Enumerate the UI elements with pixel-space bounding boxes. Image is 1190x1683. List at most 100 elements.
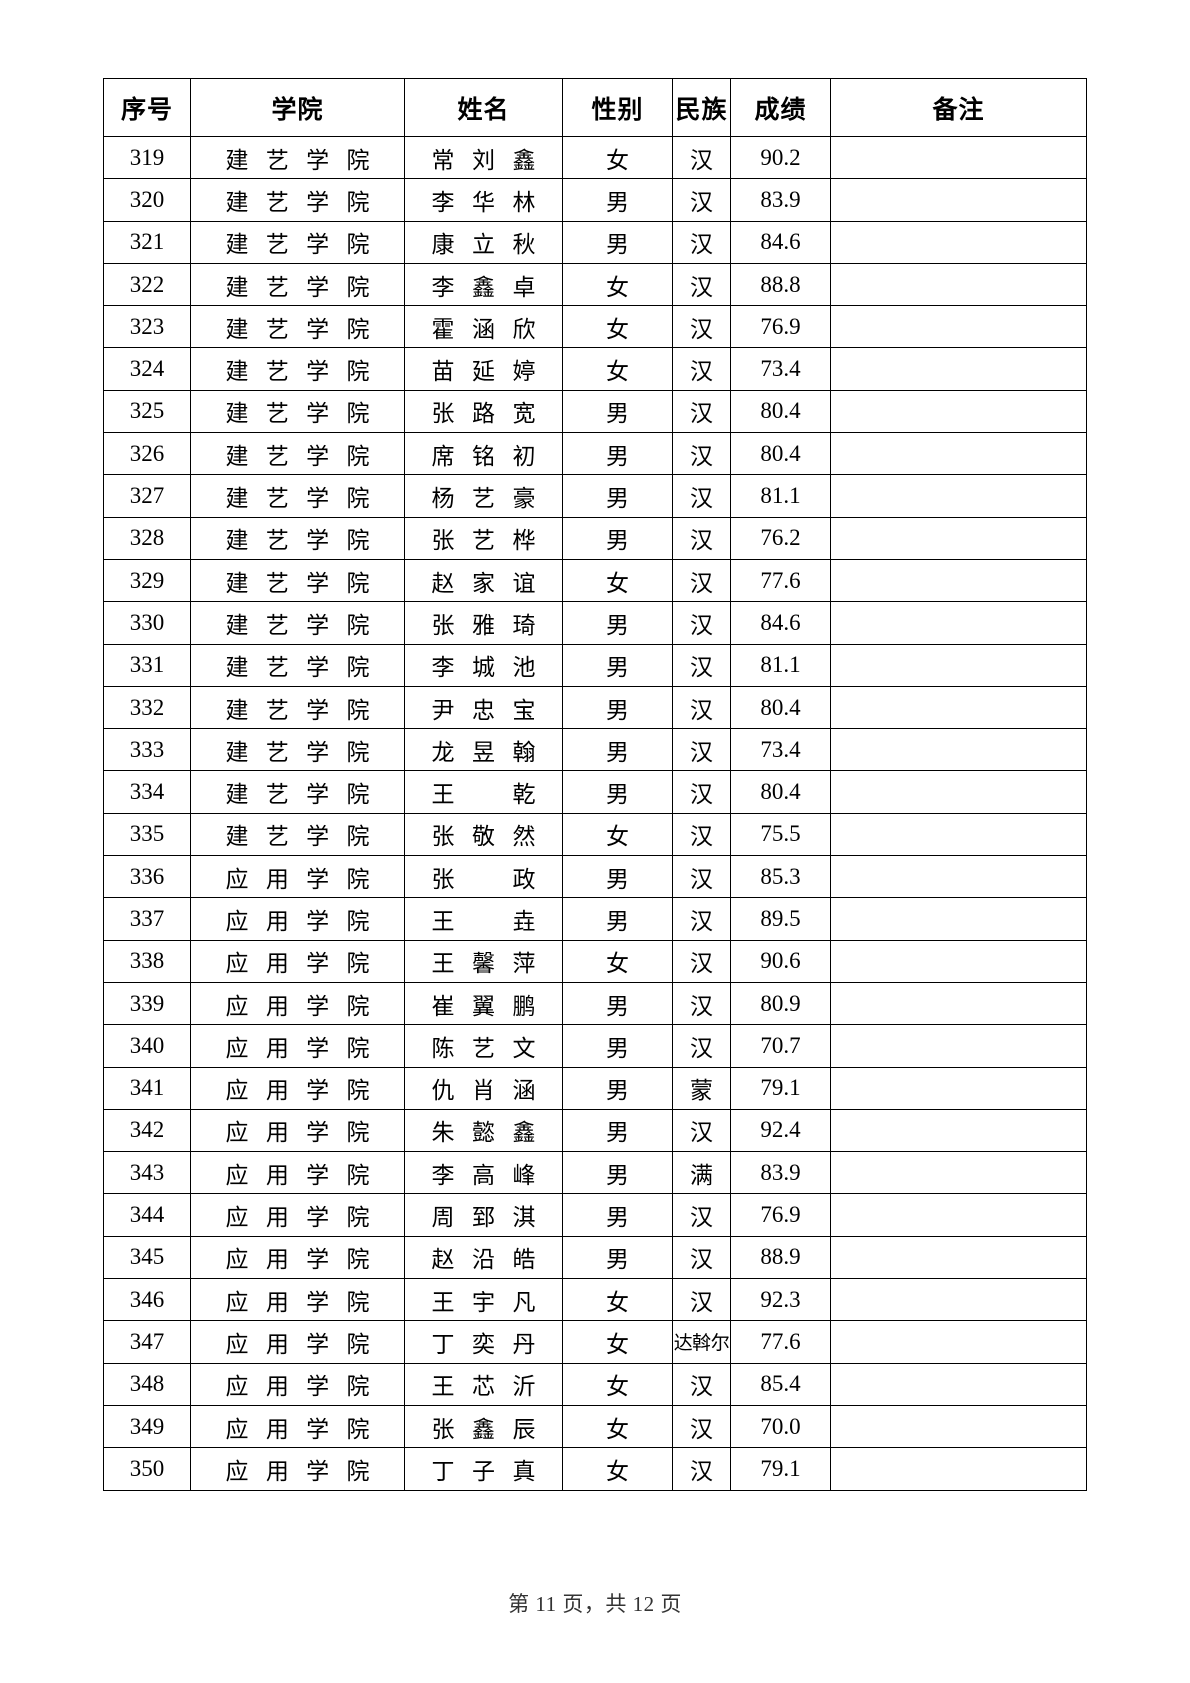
cell-ethnic: 蒙: [672, 1066, 731, 1110]
cell-college: 应用学院: [190, 981, 405, 1026]
cell-college-text: 建艺学院: [225, 570, 370, 596]
cell-college-text: 应用学院: [225, 951, 370, 977]
cell-name: 张鑫辰: [404, 1404, 563, 1449]
table-header: 序号 学院 姓名 性别 民族 成绩 备注: [103, 78, 1087, 137]
cell-name: 朱懿鑫: [404, 1108, 563, 1153]
cell-college-text: 应用学院: [225, 866, 370, 892]
cell-ethnic: 汉: [672, 432, 731, 476]
cell-college: 应用学院: [190, 1362, 405, 1406]
cell-gender: 男: [562, 1066, 673, 1110]
cell-gender: 女: [562, 939, 673, 983]
cell-ethnic: 汉: [672, 1404, 731, 1449]
cell-name-text: 张艺桦: [431, 528, 536, 554]
cell-score: 84.6: [730, 220, 831, 264]
cell-college-text: 应用学院: [225, 1120, 370, 1146]
cell-remark: [830, 1447, 1087, 1491]
cell-remark: [830, 1151, 1087, 1195]
cell-name: 李高峰: [404, 1151, 563, 1195]
cell-college: 建艺学院: [190, 770, 405, 814]
cell-college: 建艺学院: [190, 347, 405, 391]
cell-college-text: 建艺学院: [225, 782, 370, 808]
cell-remark: [830, 305, 1087, 349]
cell-name: 李城池: [404, 643, 563, 687]
table-row: 349 应用学院 张鑫辰女汉 70.0: [103, 1404, 1087, 1449]
cell-college: 建艺学院: [190, 558, 405, 603]
cell-college-text: 应用学院: [225, 1205, 370, 1231]
cell-college: 建艺学院: [190, 305, 405, 349]
cell-ethnic: 汉: [672, 1108, 731, 1153]
cell-name: 王垚: [404, 897, 563, 941]
cell-score: 85.4: [730, 1362, 831, 1406]
cell-score: 76.9: [730, 305, 831, 349]
cell-name-text: 尹忠宝: [431, 697, 536, 723]
table-row: 337 应用学院 王垚男汉 89.5: [103, 897, 1087, 941]
cell-name: 丁子真: [404, 1447, 563, 1491]
cell-score: 81.1: [730, 643, 831, 687]
cell-gender: 男: [562, 516, 673, 560]
cell-name-text: 李城池: [431, 655, 536, 681]
cell-ethnic: 汉: [672, 558, 731, 603]
cell-college: 建艺学院: [190, 389, 405, 434]
cell-ethnic: 汉: [672, 305, 731, 349]
table-row: 325 建艺学院 张路宽男汉 80.4: [103, 389, 1087, 434]
cell-index: 338: [103, 939, 191, 983]
cell-name: 杨艺豪: [404, 474, 563, 518]
cell-college-text: 应用学院: [225, 1162, 370, 1188]
table-row: 334 建艺学院 王乾男汉 80.4: [103, 770, 1087, 814]
cell-name: 霍涵欣: [404, 305, 563, 349]
cell-college-text: 建艺学院: [225, 486, 370, 512]
cell-gender: 女: [562, 262, 673, 307]
cell-gender: 女: [562, 558, 673, 603]
cell-remark: [830, 220, 1087, 264]
cell-name-text: 霍涵欣: [431, 316, 536, 342]
cell-ethnic: 汉: [672, 262, 731, 307]
cell-name: 常刘鑫: [404, 135, 563, 180]
cell-gender: 男: [562, 855, 673, 899]
cell-name: 陈艺文: [404, 1024, 563, 1068]
cell-ethnic: 汉: [672, 347, 731, 391]
cell-college: 建艺学院: [190, 178, 405, 222]
cell-score: 84.6: [730, 601, 831, 645]
cell-score: 80.9: [730, 981, 831, 1026]
cell-name-text: 仇肖涵: [431, 1078, 536, 1104]
cell-ethnic: 汉: [672, 981, 731, 1026]
cell-ethnic: 汉: [672, 1447, 731, 1491]
cell-college: 应用学院: [190, 1193, 405, 1237]
cell-college-text: 应用学院: [225, 1247, 370, 1273]
cell-ethnic: 汉: [672, 220, 731, 264]
cell-gender: 女: [562, 1362, 673, 1406]
cell-college: 应用学院: [190, 1278, 405, 1322]
cell-gender: 女: [562, 135, 673, 180]
cell-gender: 男: [562, 601, 673, 645]
cell-name-text: 丁奕丹: [431, 1331, 536, 1357]
cell-index: 325: [103, 389, 191, 434]
score-table-container: 序号 学院 姓名 性别 民族 成绩 备注 319 建艺学院 常刘鑫女汉 90.2 320…: [103, 78, 1087, 1491]
cell-college-text: 应用学院: [225, 1458, 370, 1484]
cell-college-text: 建艺学院: [225, 147, 370, 173]
cell-remark: [830, 1024, 1087, 1068]
cell-index: 332: [103, 685, 191, 730]
cell-name: 张艺桦: [404, 516, 563, 560]
cell-gender: 女: [562, 347, 673, 391]
cell-name: 周郅淇: [404, 1193, 563, 1237]
cell-college: 建艺学院: [190, 262, 405, 307]
cell-ethnic: 汉: [672, 939, 731, 983]
cell-gender: 男: [562, 389, 673, 434]
cell-college-text: 应用学院: [225, 1078, 370, 1104]
cell-ethnic: 汉: [672, 1024, 731, 1068]
cell-college: 应用学院: [190, 939, 405, 983]
cell-name-text: 张雅琦: [431, 612, 536, 638]
cell-college-text: 应用学院: [225, 1289, 370, 1315]
cell-college-text: 应用学院: [225, 1035, 370, 1061]
cell-college: 建艺学院: [190, 812, 405, 857]
cell-gender: 男: [562, 1151, 673, 1195]
table-body: 319 建艺学院 常刘鑫女汉 90.2 320 建艺学院 李华林男汉 83.9 321 建艺学院康…: [103, 135, 1087, 1491]
cell-name-text: 康立秋: [431, 232, 536, 258]
cell-gender: 男: [562, 474, 673, 518]
cell-index: 319: [103, 135, 191, 180]
cell-college: 建艺学院: [190, 685, 405, 730]
cell-ethnic: 汉: [672, 770, 731, 814]
cell-name-text: 王乾: [431, 782, 536, 808]
table-row: 332 建艺学院 尹忠宝男汉 80.4: [103, 685, 1087, 730]
column-header-name: 姓名: [404, 78, 563, 137]
